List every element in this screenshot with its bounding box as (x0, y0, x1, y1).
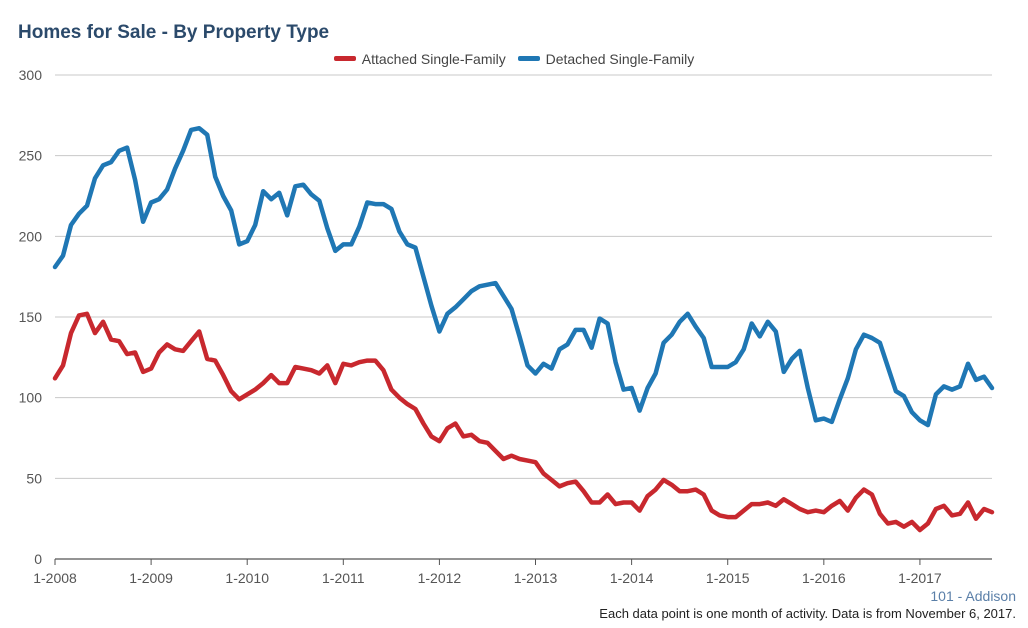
legend-item-detached[interactable]: Detached Single-Family (517, 50, 695, 67)
y-tick-label: 150 (19, 309, 43, 325)
y-tick-label: 300 (19, 67, 43, 83)
source-label: 101 - Addison (930, 588, 1016, 604)
x-tick-label: 1-2017 (898, 570, 942, 586)
x-tick-label: 1-2012 (418, 570, 462, 586)
y-tick-label: 200 (19, 228, 43, 244)
series-line-detached[interactable] (52, 125, 995, 428)
x-tick-label: 1-2013 (514, 570, 558, 586)
legend-label-attached: Attached Single-Family (361, 50, 506, 67)
x-tick-label: 1-2010 (225, 570, 269, 586)
chart-title: Homes for Sale - By Property Type (18, 22, 330, 43)
x-tick-label: 1-2011 (322, 570, 365, 586)
x-tick-label: 1-2014 (610, 570, 654, 586)
x-tick-label: 1-2015 (706, 570, 750, 586)
y-tick-label: 50 (26, 470, 42, 486)
legend-swatch-attached (333, 56, 356, 61)
x-axis: 1-2008 1-2009 1-2010 1-2011 1-2012 1-2013 1-20… (33, 559, 942, 586)
legend-swatch-detached (517, 56, 540, 61)
y-axis: 0 50 100 150 200 250 300 (19, 67, 43, 567)
chart-legend: Attached Single-Family Detached Single-F… (0, 48, 1028, 67)
grid-lines (55, 74, 992, 560)
footnote: Each data point is one month of activity… (599, 606, 1016, 621)
series-line-attached[interactable] (52, 311, 995, 533)
x-tick-label: 1-2008 (33, 570, 77, 586)
legend-item-attached[interactable]: Attached Single-Family (333, 50, 506, 67)
y-tick-label: 0 (34, 551, 42, 567)
legend-label-detached: Detached Single-Family (545, 50, 695, 67)
x-tick-label: 1-2016 (802, 570, 846, 586)
y-tick-label: 100 (19, 390, 43, 406)
series-lines (52, 125, 995, 533)
y-tick-label: 250 (19, 148, 43, 164)
x-tick-label: 1-2009 (129, 570, 173, 586)
